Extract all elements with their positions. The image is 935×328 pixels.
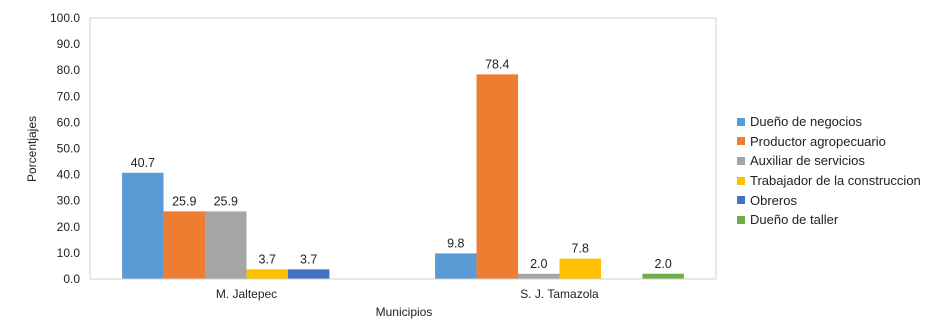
y-tick-label: 40.0	[57, 168, 81, 182]
x-tick-label: M. Jaltepec	[216, 287, 277, 301]
legend-swatch	[737, 176, 745, 185]
bar	[476, 74, 519, 279]
legend-item: Trabajador de la construccion	[737, 171, 921, 191]
data-label: 2.0	[654, 257, 671, 271]
legend-label: Productor agropecuario	[750, 133, 886, 149]
legend: Dueño de negocios Productor agropecuario A…	[737, 112, 921, 230]
data-label: 9.8	[447, 236, 464, 250]
legend-item: Dueño de taller	[737, 210, 921, 230]
legend-swatch	[737, 117, 745, 126]
data-label: 2.0	[530, 257, 547, 271]
bar	[518, 273, 560, 279]
bar	[642, 273, 684, 279]
y-tick-label: 80.0	[57, 63, 81, 77]
y-tick-label: 100.0	[50, 11, 80, 25]
x-axis-label: Municipios	[376, 305, 433, 319]
legend-swatch	[737, 215, 745, 224]
y-tick-label: 90.0	[57, 37, 81, 51]
legend-label: Dueño de taller	[750, 212, 839, 228]
bar	[246, 269, 288, 279]
legend-item: Dueño de negocios	[737, 112, 921, 132]
data-label: 7.8	[572, 242, 589, 256]
legend-label: Auxiliar de servicios	[750, 153, 865, 169]
data-label: 40.7	[131, 156, 155, 170]
legend-item: Auxiliar de servicios	[737, 151, 921, 171]
bar	[287, 269, 330, 279]
legend-swatch	[737, 196, 745, 205]
data-label: 78.4	[485, 57, 509, 71]
y-tick-label: 30.0	[57, 194, 81, 208]
y-tick-label: 10.0	[57, 246, 81, 260]
data-label: 3.7	[259, 252, 276, 266]
legend-swatch	[737, 156, 745, 165]
legend-label: Dueño de negocios	[750, 114, 863, 130]
legend-label: Trabajador de la construccion	[750, 173, 921, 189]
y-tick-label: 20.0	[57, 220, 81, 234]
legend-label: Obreros	[750, 192, 797, 208]
y-tick-label: 0.0	[63, 272, 80, 286]
y-axis-label: Porcentjajes	[25, 116, 39, 182]
x-tick-label: S. J. Tamazola	[520, 287, 599, 301]
legend-item: Productor agropecuario	[737, 132, 921, 152]
bar	[205, 211, 247, 279]
bar	[122, 172, 164, 279]
bar	[435, 253, 477, 279]
y-tick-label: 50.0	[57, 142, 81, 156]
legend-item: Obreros	[737, 190, 921, 210]
data-label: 3.7	[300, 252, 317, 266]
legend-swatch	[737, 137, 745, 146]
bar	[559, 258, 601, 279]
bar	[163, 211, 206, 279]
y-tick-label: 70.0	[57, 89, 81, 103]
plot-area	[89, 17, 717, 280]
data-label: 25.9	[214, 194, 238, 208]
y-tick-label: 60.0	[57, 115, 81, 129]
data-label: 25.9	[172, 194, 196, 208]
